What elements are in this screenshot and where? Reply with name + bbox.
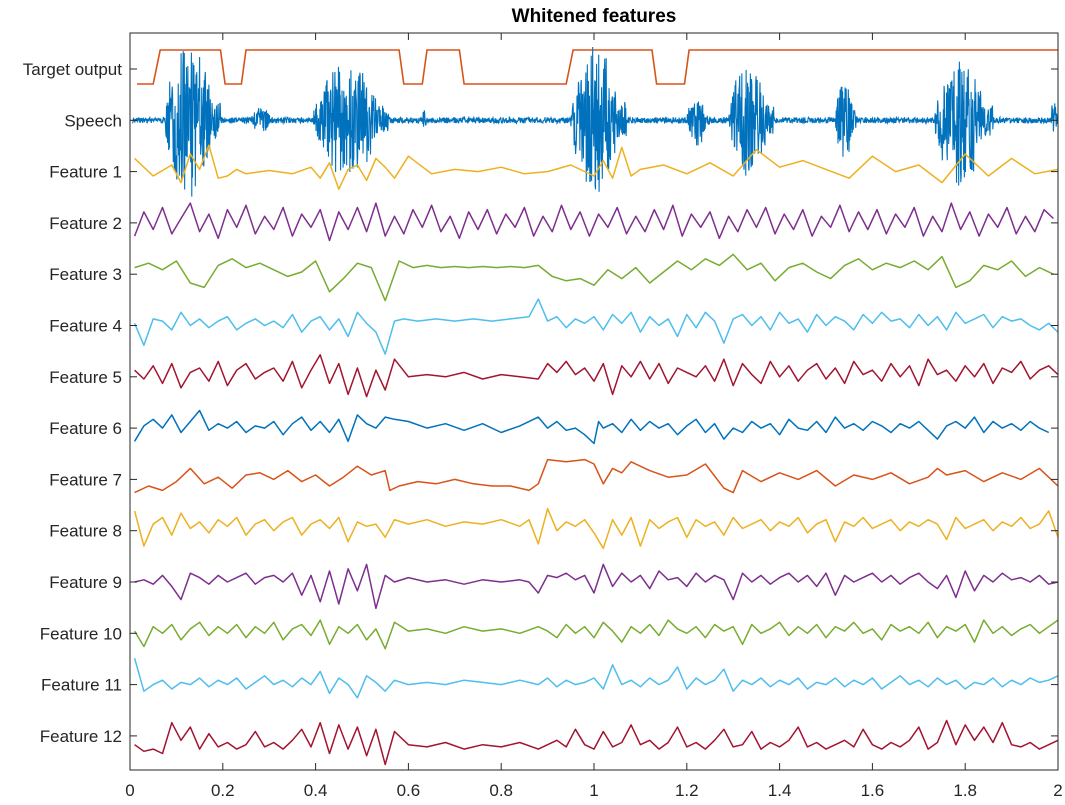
labels-layer: Target output Speech Feature 1 Feature 2 Fea…	[23, 60, 1063, 800]
y-tick-label: Speech	[64, 111, 122, 130]
y-tick-label: Feature 1	[49, 163, 122, 182]
plot-area	[132, 46, 1058, 766]
y-tick-label: Feature 12	[40, 727, 122, 746]
x-tick-label: 1.2	[675, 781, 699, 800]
x-tick-label: 2	[1053, 781, 1062, 800]
y-tick-label: Feature 7	[49, 470, 122, 489]
x-tick-label: 0	[125, 781, 134, 800]
y-tick-label: Feature 8	[49, 522, 122, 541]
x-tick-label: 0.2	[211, 781, 235, 800]
x-tick-label: 1.4	[768, 781, 792, 800]
chart-title: Whitened features	[512, 6, 677, 27]
series-feature-1	[134, 144, 1058, 190]
series-feature-6	[133, 409, 1050, 445]
series-feature-4	[133, 298, 1058, 355]
x-tick-label: 1.6	[861, 781, 885, 800]
y-tick-label: Feature 3	[49, 265, 122, 284]
series-feature-12	[134, 719, 1058, 766]
series-speech	[132, 46, 1058, 197]
series-feature-3	[134, 253, 1054, 302]
y-tick-label: Target output	[23, 60, 123, 79]
series-feature-2	[133, 202, 1054, 242]
y-tick-label: Feature 9	[49, 573, 122, 592]
y-tick-label: Feature 4	[49, 317, 122, 336]
series-target-output	[137, 49, 1058, 85]
y-tick-label: Feature 2	[49, 214, 122, 233]
series-feature-5	[134, 354, 1058, 398]
y-tick-label: Feature 6	[49, 419, 122, 438]
x-tick-label: 0.8	[489, 781, 513, 800]
series-feature-11	[133, 657, 1058, 699]
series-feature-10	[133, 619, 1058, 650]
ticks-layer	[129, 33, 1059, 770]
series-feature-7	[134, 458, 1058, 494]
x-tick-label: 1	[589, 781, 598, 800]
series-feature-8	[133, 507, 1058, 550]
series-layer	[132, 46, 1058, 766]
y-tick-label: Feature 10	[40, 624, 122, 643]
y-tick-label: Feature 5	[49, 368, 122, 387]
x-tick-label: 1.8	[953, 781, 977, 800]
x-tick-label: 0.4	[304, 781, 328, 800]
x-tick-label: 0.6	[397, 781, 421, 800]
y-tick-label: Feature 11	[41, 676, 122, 695]
series-feature-9	[134, 563, 1058, 610]
